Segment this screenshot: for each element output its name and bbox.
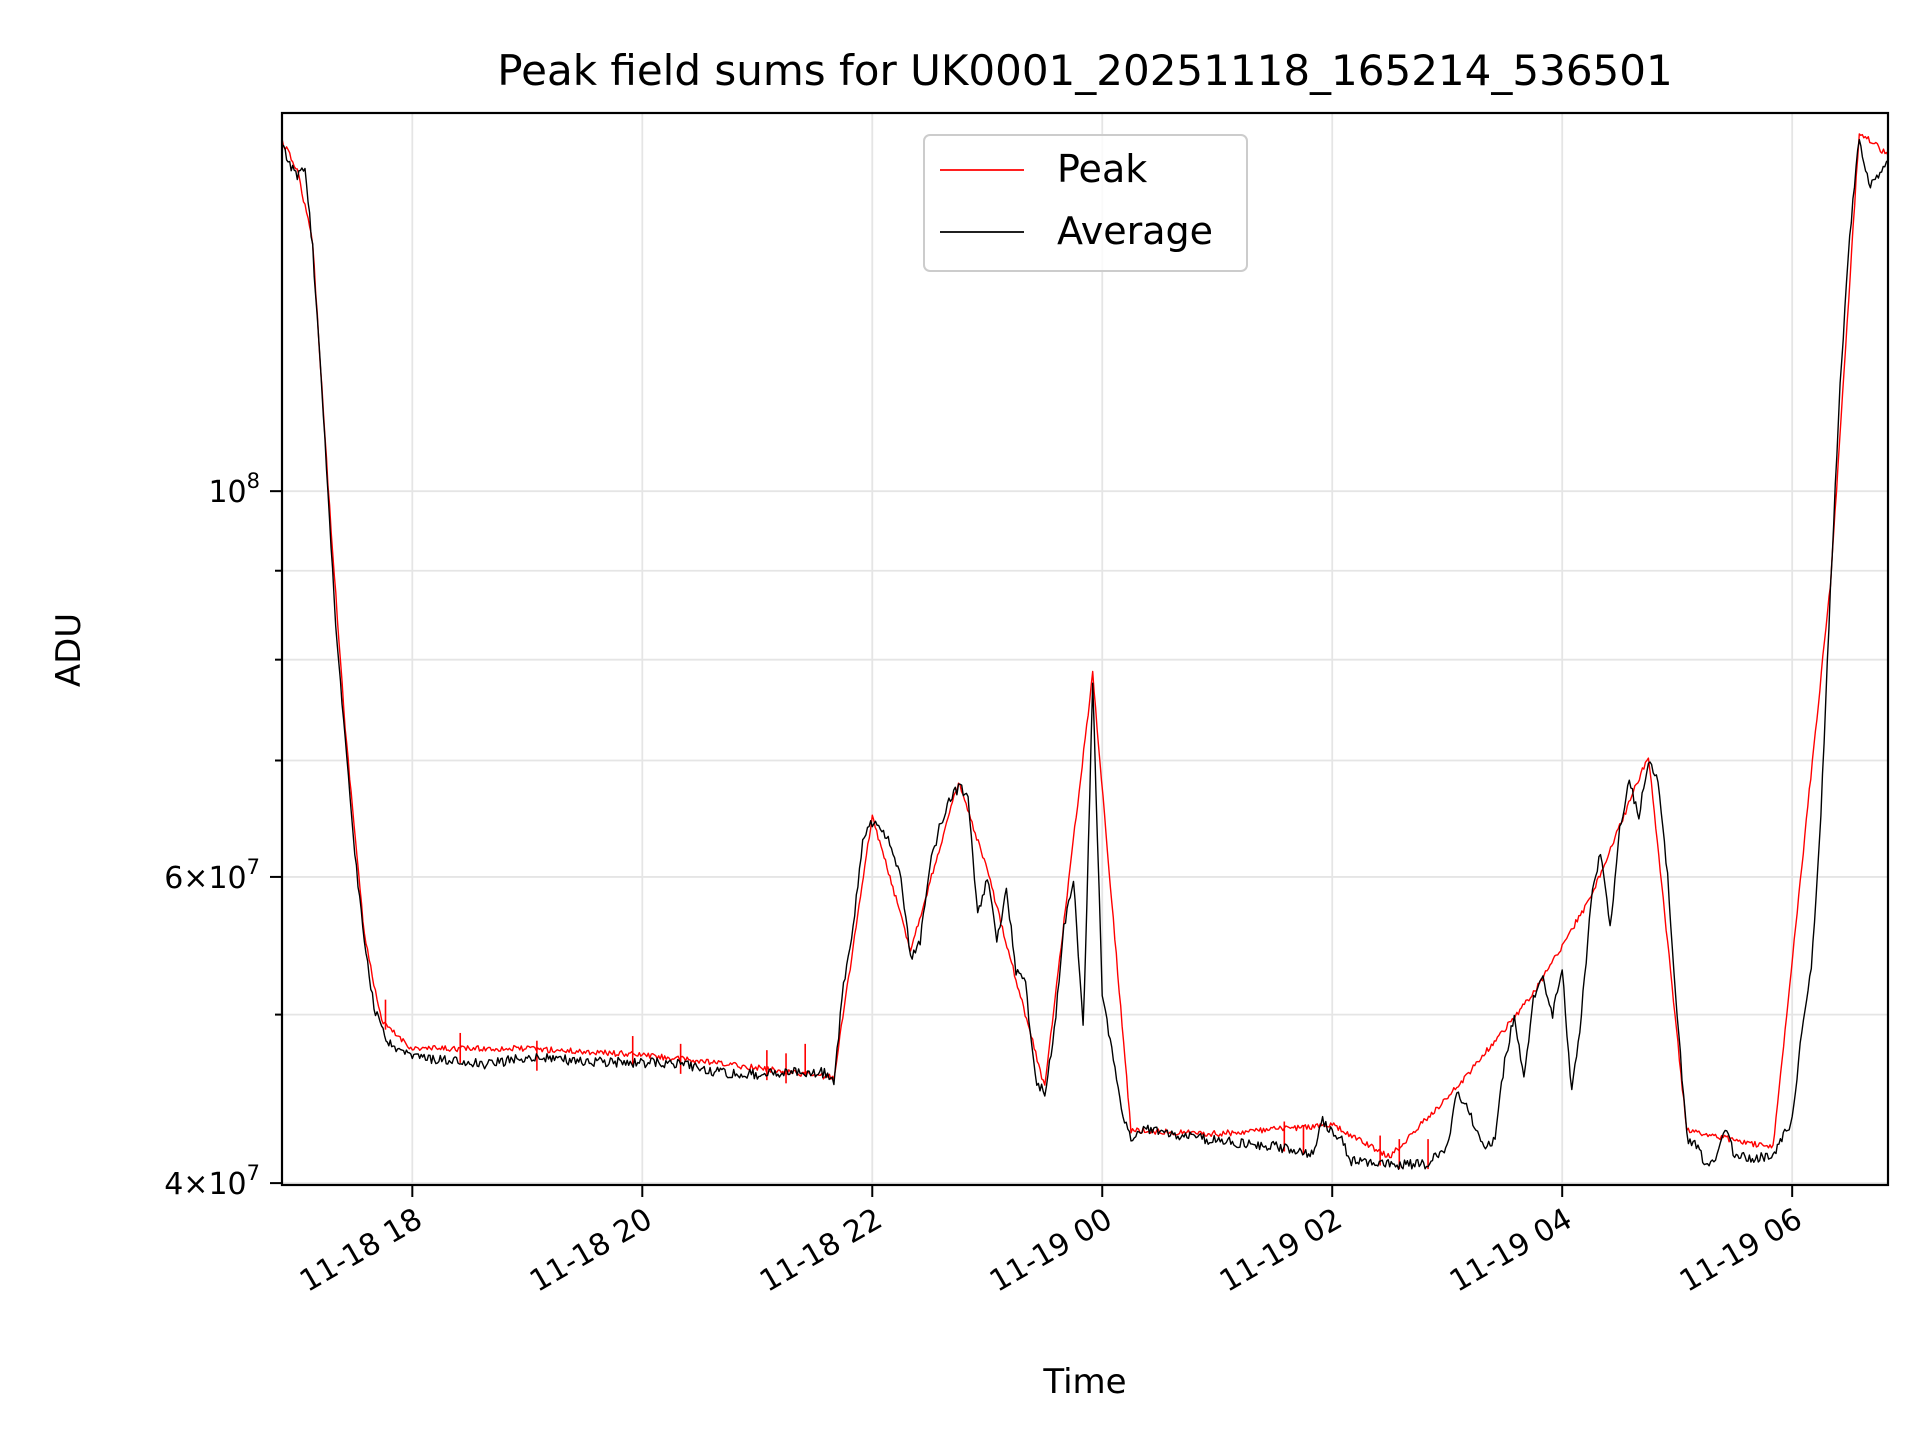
series-average	[282, 138, 1888, 1170]
x-axis-label: Time	[1042, 1362, 1126, 1402]
series-line-average	[282, 138, 1888, 1170]
y-axis-label: ADU	[49, 613, 89, 687]
legend-box	[923, 134, 1248, 272]
y-tick-exponent: 7	[247, 855, 260, 879]
legend-average-label: Average	[1057, 209, 1213, 253]
y-tick-label: 4×107	[164, 1161, 260, 1202]
y-tick-exponent: 7	[247, 1161, 260, 1185]
grid-lines	[282, 113, 1888, 1185]
series-layer	[282, 133, 1888, 1170]
chart-title: Peak field sums for UK0001_20251118_1652…	[497, 46, 1672, 95]
y-tick-label: 108	[208, 469, 260, 510]
y-tick-mantissa: 6×10	[164, 861, 246, 896]
y-tick-exponent: 8	[247, 469, 260, 493]
legend: Peak Average	[923, 134, 1248, 272]
plot-frame	[280, 111, 1890, 1187]
y-tick-mantissa: 4×10	[164, 1167, 246, 1202]
legend-peak-label: Peak	[1057, 147, 1147, 191]
y-tick-label: 6×107	[164, 855, 260, 896]
y-tick-mantissa: 10	[208, 475, 246, 510]
series-line-peak	[282, 133, 1888, 1159]
